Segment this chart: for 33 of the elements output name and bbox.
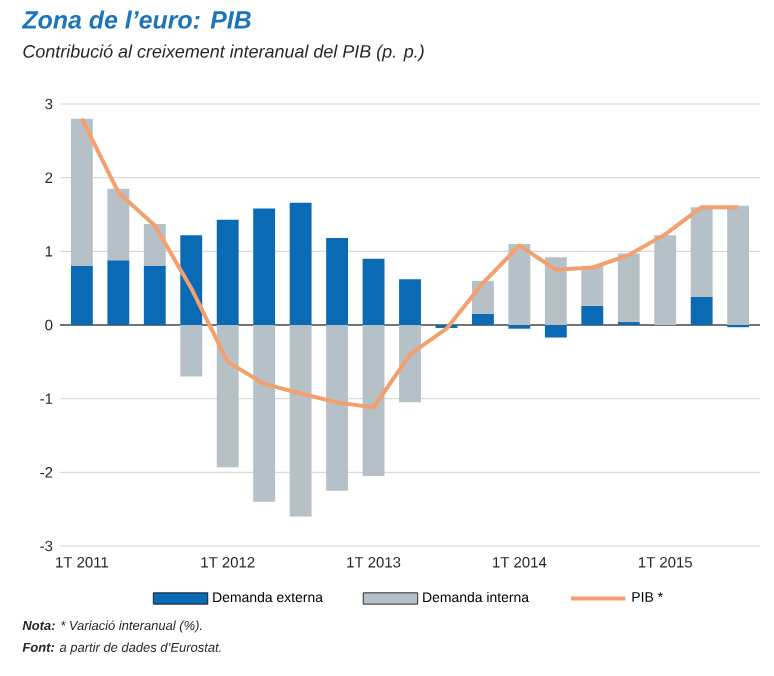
bar — [581, 266, 604, 306]
bar — [326, 325, 349, 491]
bar — [70, 118, 93, 267]
chart-title: Zona de l’euro: PIB — [21, 10, 251, 29]
bar — [654, 235, 677, 325]
bar — [690, 207, 713, 298]
bar — [289, 202, 312, 325]
bar — [216, 325, 239, 468]
bar — [399, 279, 421, 325]
bar — [727, 205, 750, 325]
bar — [289, 325, 312, 517]
bar — [471, 313, 494, 325]
bar — [690, 297, 713, 325]
bar — [581, 305, 604, 325]
chart-subtitle: Contribució al creixement interanual del PIB (p. p.) — [23, 44, 424, 62]
bar — [107, 260, 130, 325]
bar — [326, 238, 349, 325]
bar — [143, 266, 166, 325]
bar — [362, 258, 385, 325]
bar — [253, 325, 276, 502]
bar — [216, 219, 239, 325]
line-series — [79, 116, 741, 410]
bar — [180, 325, 203, 377]
bar — [362, 325, 385, 477]
bar — [508, 243, 531, 325]
bar — [70, 266, 93, 325]
bar — [107, 188, 130, 261]
bar — [544, 257, 567, 325]
bar — [544, 325, 567, 338]
bar — [399, 325, 421, 403]
bar — [617, 253, 640, 323]
bar — [253, 208, 276, 325]
bar — [180, 235, 203, 325]
